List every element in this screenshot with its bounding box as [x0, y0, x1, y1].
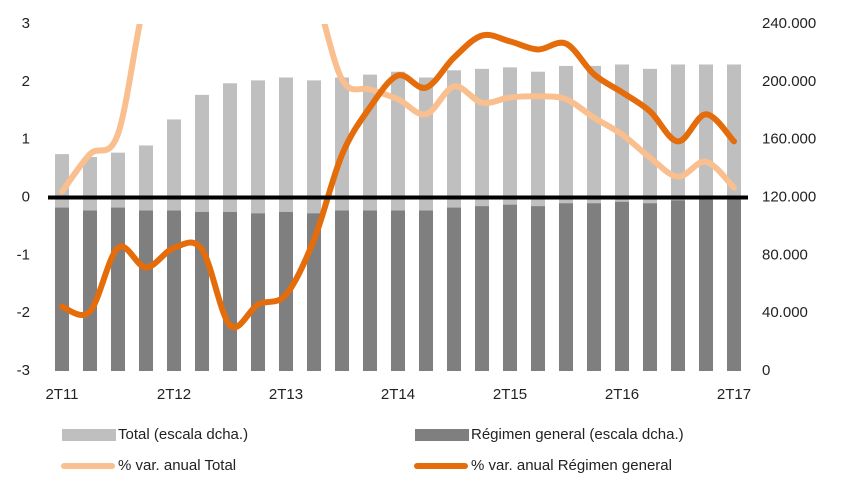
y2-tick-label: 200.000	[762, 73, 816, 90]
bar	[419, 210, 433, 371]
y-tick-label: -2	[17, 304, 30, 321]
y2-tick-label: 40.000	[762, 304, 808, 321]
legend-label: Total (escala dcha.)	[118, 426, 248, 443]
x-tick-label: 2T17	[717, 386, 751, 403]
y2-tick-label: 120.000	[762, 188, 816, 205]
bar	[475, 206, 489, 371]
bar	[447, 207, 461, 371]
bar	[699, 198, 713, 371]
bar	[559, 203, 573, 371]
y-tick-label: 0	[22, 188, 30, 205]
bar	[727, 198, 741, 371]
y-tick-label: 2	[22, 73, 30, 90]
x-tick-label: 2T14	[381, 386, 415, 403]
bar	[83, 210, 97, 371]
bar	[363, 210, 377, 371]
y2-tick-label: 0	[762, 362, 770, 379]
legend-label: % var. anual Régimen general	[471, 457, 672, 474]
bar	[167, 210, 181, 371]
legend-label: Régimen general (escala dcha.)	[471, 426, 684, 443]
bar	[223, 211, 237, 371]
bar	[531, 206, 545, 371]
y-tick-label: 3	[22, 15, 30, 32]
plot-area	[55, 24, 741, 371]
bar	[335, 210, 349, 371]
y2-tick-label: 160.000	[762, 131, 816, 148]
x-tick-label: 2T15	[493, 386, 527, 403]
y2-tick-label: 240.000	[762, 15, 816, 32]
line-series	[59, 24, 737, 195]
bar	[391, 210, 405, 371]
legend-label: % var. anual Total	[118, 457, 236, 474]
line-series	[59, 31, 737, 331]
bar	[195, 211, 209, 371]
bar	[139, 210, 153, 371]
bar	[251, 213, 265, 371]
bar	[587, 203, 601, 371]
bar	[643, 203, 657, 371]
x-tick-label: 2T11	[45, 386, 78, 403]
y-tick-label: -1	[17, 246, 30, 263]
y-tick-label: -3	[17, 362, 30, 379]
legend-swatch	[62, 429, 116, 441]
legend-swatch	[415, 429, 469, 441]
bar	[55, 207, 69, 371]
y2-tick-label: 80.000	[762, 246, 808, 263]
x-tick-label: 2T13	[269, 386, 303, 403]
bar	[503, 204, 517, 371]
bar	[111, 207, 125, 371]
x-tick-label: 2T12	[157, 386, 191, 403]
bar	[671, 200, 685, 371]
bar	[615, 201, 629, 371]
y-tick-label: 1	[22, 131, 30, 148]
x-tick-label: 2T16	[605, 386, 639, 403]
